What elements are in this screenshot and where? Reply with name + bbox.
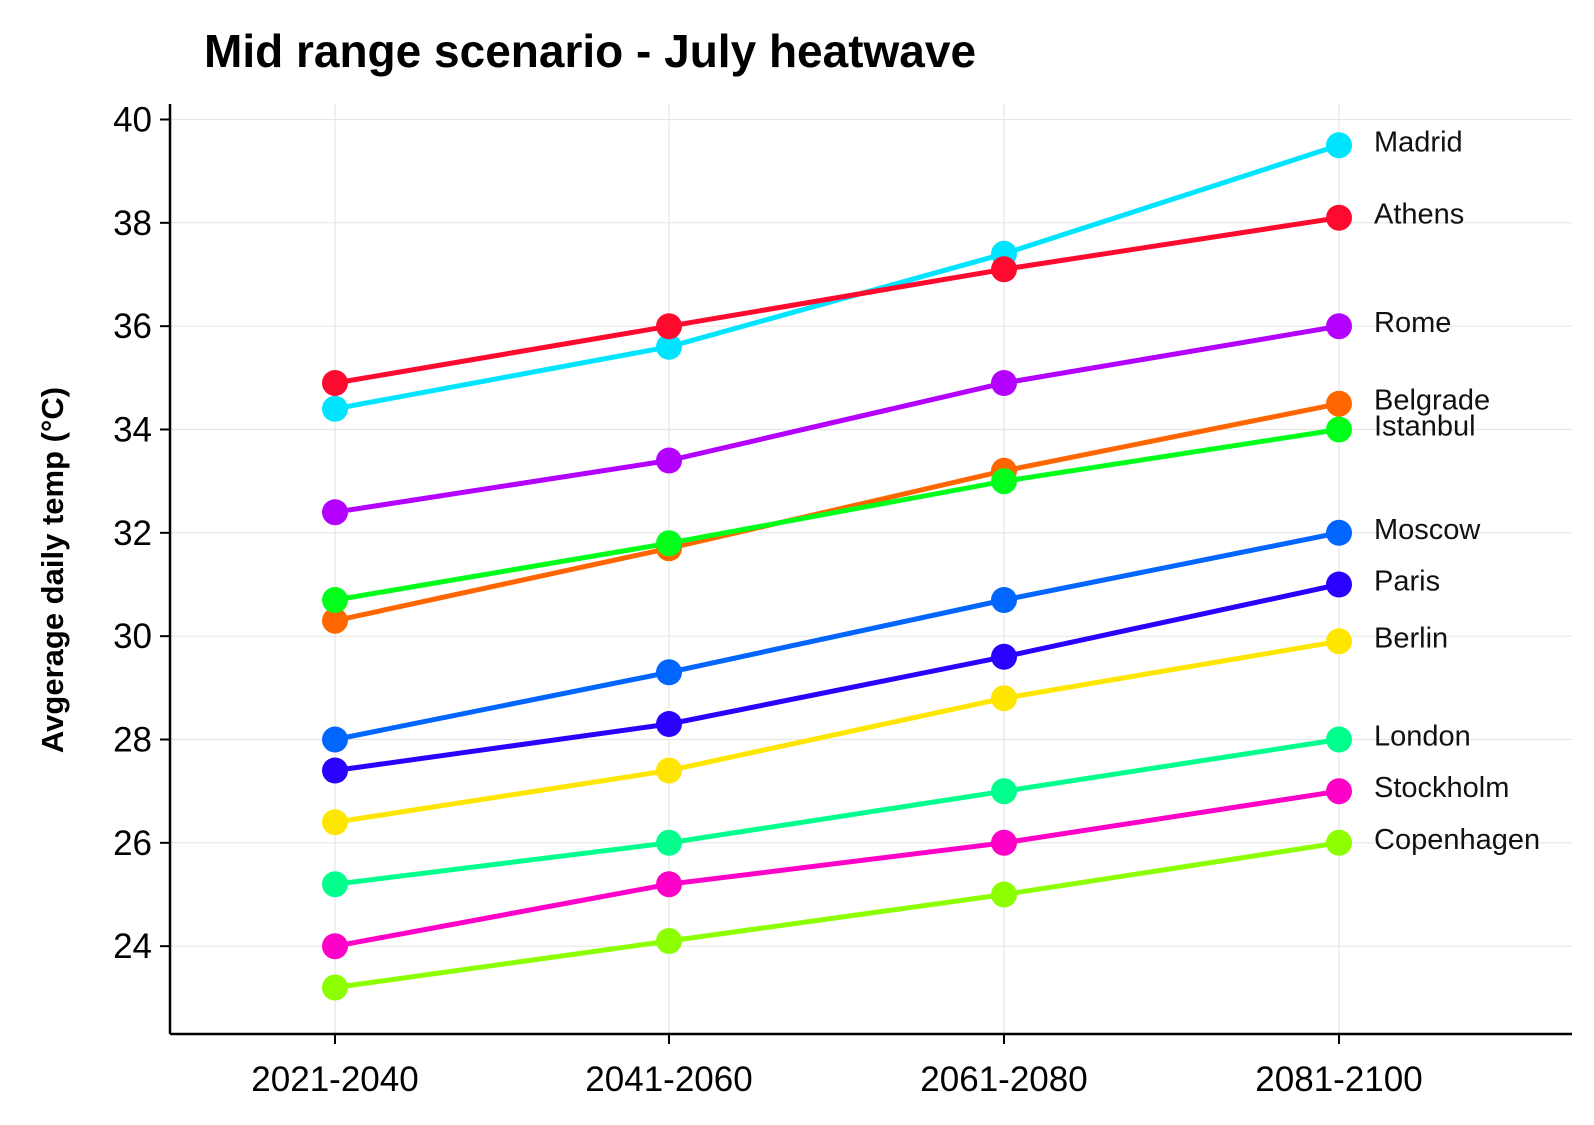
y-tick-label: 28 xyxy=(113,721,152,760)
series-berlin xyxy=(322,628,1352,836)
series-athens xyxy=(322,204,1352,396)
series-label-paris: Paris xyxy=(1374,566,1440,598)
y-tick-label: 32 xyxy=(113,514,152,553)
axes: 24 26 28 30 32 34 36 38 40 2021-2040 2041-2060 2061… xyxy=(113,101,1572,1099)
y-tick-label: 38 xyxy=(113,204,152,243)
data-point-belgrade xyxy=(322,607,348,634)
data-point-copenhagen xyxy=(1326,829,1352,856)
data-point-paris xyxy=(991,643,1017,670)
data-point-athens xyxy=(322,370,348,396)
y-tick-label: 34 xyxy=(113,411,152,450)
y-tick-label: 24 xyxy=(113,927,152,966)
data-point-berlin xyxy=(656,757,682,784)
series-label-rome: Rome xyxy=(1374,307,1451,339)
data-point-london xyxy=(656,829,682,856)
series-label-berlin: Berlin xyxy=(1374,622,1448,654)
data-point-madrid xyxy=(1326,132,1352,159)
x-tick-label: 2081-2100 xyxy=(1255,1060,1422,1099)
series-label-istanbul: Istanbul xyxy=(1374,411,1476,443)
data-point-madrid xyxy=(322,395,348,422)
data-point-istanbul xyxy=(322,587,348,613)
data-point-rome xyxy=(322,499,348,526)
data-point-belgrade xyxy=(1326,390,1352,417)
data-point-athens xyxy=(656,313,682,340)
series-line-athens xyxy=(334,215,1340,386)
y-tick-label: 30 xyxy=(113,617,152,656)
data-point-london xyxy=(991,778,1017,805)
data-point-paris xyxy=(656,711,682,737)
series-moscow xyxy=(322,519,1352,753)
data-point-istanbul xyxy=(1326,416,1352,443)
series-line-paris xyxy=(334,582,1340,773)
series-label-athens: Athens xyxy=(1374,199,1464,231)
y-tick-label: 36 xyxy=(113,307,152,346)
series-madrid xyxy=(322,132,1352,422)
data-point-athens xyxy=(991,256,1017,283)
x-tick-label: 2041-2060 xyxy=(585,1060,752,1099)
data-point-copenhagen xyxy=(991,881,1017,908)
grid xyxy=(170,104,1572,1034)
series-label-moscow: Moscow xyxy=(1374,514,1481,546)
data-point-london xyxy=(322,871,348,898)
data-point-moscow xyxy=(1326,519,1352,546)
series-line-stockholm xyxy=(334,788,1340,949)
series-line-berlin xyxy=(334,638,1340,825)
series-copenhagen xyxy=(322,829,1352,1001)
data-point-copenhagen xyxy=(656,928,682,954)
data-point-moscow xyxy=(322,726,348,753)
series-line-rome xyxy=(334,323,1340,515)
series-line-madrid xyxy=(334,142,1340,412)
y-tick-label: 40 xyxy=(113,101,152,140)
series-line-belgrade xyxy=(334,401,1340,624)
data-point-london xyxy=(1326,726,1352,753)
data-point-rome xyxy=(991,370,1017,396)
chart-title: Mid range scenario - July heatwave xyxy=(204,25,976,77)
data-point-berlin xyxy=(322,809,348,836)
series-label-stockholm: Stockholm xyxy=(1374,772,1509,804)
series-rome xyxy=(322,313,1352,526)
y-axis-label: Avgerage daily temp (°C) xyxy=(35,387,70,753)
series-label-belgrade: Belgrade xyxy=(1374,385,1490,417)
series-label-madrid: Madrid xyxy=(1374,126,1463,158)
data-point-paris xyxy=(322,757,348,784)
series-london xyxy=(322,726,1352,898)
data-point-moscow xyxy=(991,587,1017,613)
data-point-berlin xyxy=(1326,628,1352,655)
series-lines xyxy=(322,132,1352,1001)
data-point-stockholm xyxy=(656,871,682,898)
series-line-istanbul xyxy=(334,427,1340,603)
data-point-moscow xyxy=(656,659,682,686)
series-line-moscow xyxy=(334,530,1340,742)
series-line-copenhagen xyxy=(334,840,1340,990)
data-point-stockholm xyxy=(1326,778,1352,805)
series-stockholm xyxy=(322,778,1352,960)
x-tick-label: 2061-2080 xyxy=(920,1060,1087,1099)
data-point-istanbul xyxy=(991,468,1017,495)
y-tick-label: 26 xyxy=(113,824,152,863)
data-point-stockholm xyxy=(322,933,348,960)
series-label-copenhagen: Copenhagen xyxy=(1374,824,1540,856)
series-istanbul xyxy=(322,416,1352,613)
data-point-berlin xyxy=(991,685,1017,712)
data-point-athens xyxy=(1326,204,1352,231)
data-point-rome xyxy=(656,447,682,474)
data-point-istanbul xyxy=(656,530,682,557)
data-point-madrid xyxy=(656,333,682,360)
data-point-paris xyxy=(1326,571,1352,598)
x-tick-label: 2021-2040 xyxy=(251,1060,418,1099)
series-label-london: London xyxy=(1374,721,1471,753)
data-point-stockholm xyxy=(991,829,1017,856)
data-point-copenhagen xyxy=(322,974,348,1001)
data-point-rome xyxy=(1326,313,1352,340)
series-line-london xyxy=(334,737,1340,887)
series-paris xyxy=(322,571,1352,784)
